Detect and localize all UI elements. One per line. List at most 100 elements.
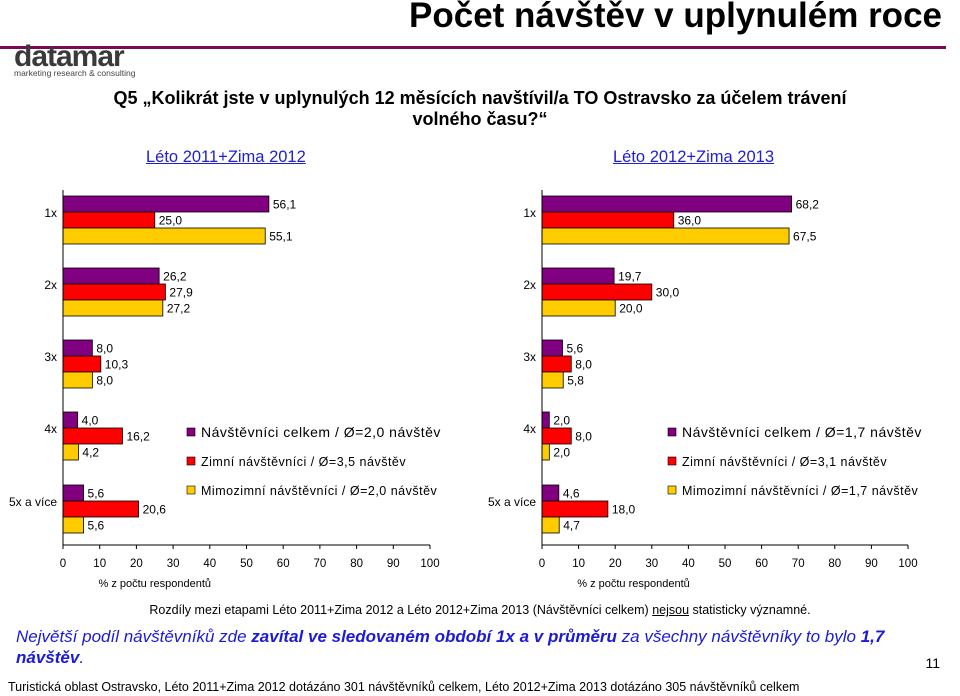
data-label: 4,2 xyxy=(82,446,99,460)
data-label: 56,1 xyxy=(273,198,297,212)
data-label: 16,2 xyxy=(126,430,150,444)
bar xyxy=(541,516,560,534)
bar xyxy=(62,355,102,373)
page-number: 11 xyxy=(925,655,940,671)
category-label: 4x xyxy=(44,422,57,436)
x-tick-label: 90 xyxy=(865,558,878,570)
bar xyxy=(62,227,266,245)
category-label: 3x xyxy=(523,350,536,364)
x-tick-label: 20 xyxy=(609,558,622,570)
x-tick-label: 70 xyxy=(314,558,327,570)
page-title: Počet návštěv v uplynulém roce xyxy=(409,0,942,35)
chart-canvas: 1x 56,1 25,0 55,1 2x 26,2 27,9 27,2 3x 8,0 10,3 8,0… xyxy=(9,190,922,590)
logo-tagline: marketing research & consulting xyxy=(14,68,136,78)
data-label: 27,9 xyxy=(169,286,193,300)
bar xyxy=(62,211,156,229)
legend-swatch xyxy=(186,485,196,495)
panel-title-right: Léto 2012+Zima 2013 xyxy=(613,148,774,166)
bar xyxy=(541,283,653,301)
x-tick-label: 70 xyxy=(792,558,805,570)
bar xyxy=(541,227,790,245)
note-text-underlined: nejsou xyxy=(652,603,690,617)
data-label: 8,0 xyxy=(96,374,113,388)
data-label: 2,0 xyxy=(553,414,570,428)
data-label: 4,7 xyxy=(563,519,580,533)
x-tick-label: 60 xyxy=(755,558,768,570)
x-tick-label: 10 xyxy=(572,558,585,570)
bar xyxy=(62,516,84,534)
category-label: 2x xyxy=(523,278,536,292)
note-text-after: statisticky významné. xyxy=(689,603,811,617)
data-label: 2,0 xyxy=(553,446,570,460)
category-label: 5x a více xyxy=(488,495,536,509)
x-axis-title: % z počtu respondentů xyxy=(577,578,690,590)
x-axis-title: % z počtu respondentů xyxy=(98,578,211,590)
x-tick-label: 40 xyxy=(682,558,695,570)
conclusion-part-a: Největší podíl návštěvníků zde xyxy=(16,627,252,646)
x-tick-label: 0 xyxy=(60,558,66,570)
legend-entry: Návštěvníci celkem / Ø=2,0 návštěv xyxy=(201,424,441,440)
legend-swatch xyxy=(667,485,677,495)
category-label: 1x xyxy=(44,206,57,220)
question-line-2: volného času?“ xyxy=(412,109,548,129)
x-tick-label: 100 xyxy=(898,558,917,570)
bar xyxy=(62,411,79,429)
bar xyxy=(541,355,572,373)
bar xyxy=(541,267,615,285)
data-label: 5,6 xyxy=(88,519,105,533)
x-tick-label: 50 xyxy=(719,558,732,570)
x-tick-label: 10 xyxy=(93,558,106,570)
data-label: 20,0 xyxy=(619,302,643,316)
data-label: 5,6 xyxy=(566,342,583,356)
bar xyxy=(541,195,793,213)
x-tick-label: 50 xyxy=(240,558,253,570)
x-tick-label: 0 xyxy=(539,558,545,570)
datamar-logo: datamar xyxy=(14,40,125,74)
conclusion-text: Největší podíl návštěvníků zde zavítal v… xyxy=(16,626,916,668)
logo-wordmark: datamar xyxy=(14,40,125,73)
bar xyxy=(541,443,550,461)
panel-title-left: Léto 2011+Zima 2012 xyxy=(146,148,306,166)
legend-swatch xyxy=(667,456,677,466)
data-label: 5,6 xyxy=(88,487,105,501)
x-tick-label: 80 xyxy=(828,558,841,570)
data-label: 27,2 xyxy=(167,302,191,316)
x-tick-label: 20 xyxy=(130,558,143,570)
legend-entry: Mimozimní návštěvníci / Ø=1,7 návštěv xyxy=(682,484,919,498)
legend-entry: Zimní návštěvníci / Ø=3,1 návštěv xyxy=(682,455,887,469)
x-tick-label: 60 xyxy=(277,558,290,570)
category-label: 3x xyxy=(44,350,57,364)
data-label: 10,3 xyxy=(105,358,129,372)
x-tick-label: 30 xyxy=(167,558,180,570)
category-label: 1x xyxy=(523,206,536,220)
note-text-before: Rozdíly mezi etapami Léto 2011+Zima 2012… xyxy=(149,603,653,617)
data-label: 4,6 xyxy=(563,487,580,501)
x-tick-label: 80 xyxy=(350,558,363,570)
category-label: 2x xyxy=(44,278,57,292)
conclusion-part-c: za všechny návštěvníky to bylo xyxy=(616,627,861,646)
data-label: 19,7 xyxy=(618,270,642,284)
bar xyxy=(541,371,564,389)
bar xyxy=(62,283,166,301)
bar xyxy=(541,211,675,229)
data-label: 25,0 xyxy=(159,214,183,228)
bar xyxy=(62,443,79,461)
legend-entry: Návštěvníci celkem / Ø=1,7 návštěv xyxy=(682,424,922,440)
bar xyxy=(62,267,160,285)
data-label: 8,0 xyxy=(96,342,113,356)
x-tick-label: 40 xyxy=(203,558,216,570)
bar xyxy=(541,339,563,357)
data-label: 5,8 xyxy=(567,374,584,388)
data-label: 30,0 xyxy=(656,286,680,300)
conclusion-part-b: zavítal ve sledovaném období 1x a v prům… xyxy=(251,627,617,646)
legend-swatch xyxy=(667,427,677,437)
data-label: 8,0 xyxy=(575,358,592,372)
bar xyxy=(62,427,123,445)
data-label: 8,0 xyxy=(575,430,592,444)
bar xyxy=(62,484,84,502)
data-label: 20,6 xyxy=(143,503,167,517)
category-label: 5x a více xyxy=(9,495,57,509)
data-label: 26,2 xyxy=(163,270,187,284)
title-rule xyxy=(0,46,946,49)
bar xyxy=(541,299,616,317)
